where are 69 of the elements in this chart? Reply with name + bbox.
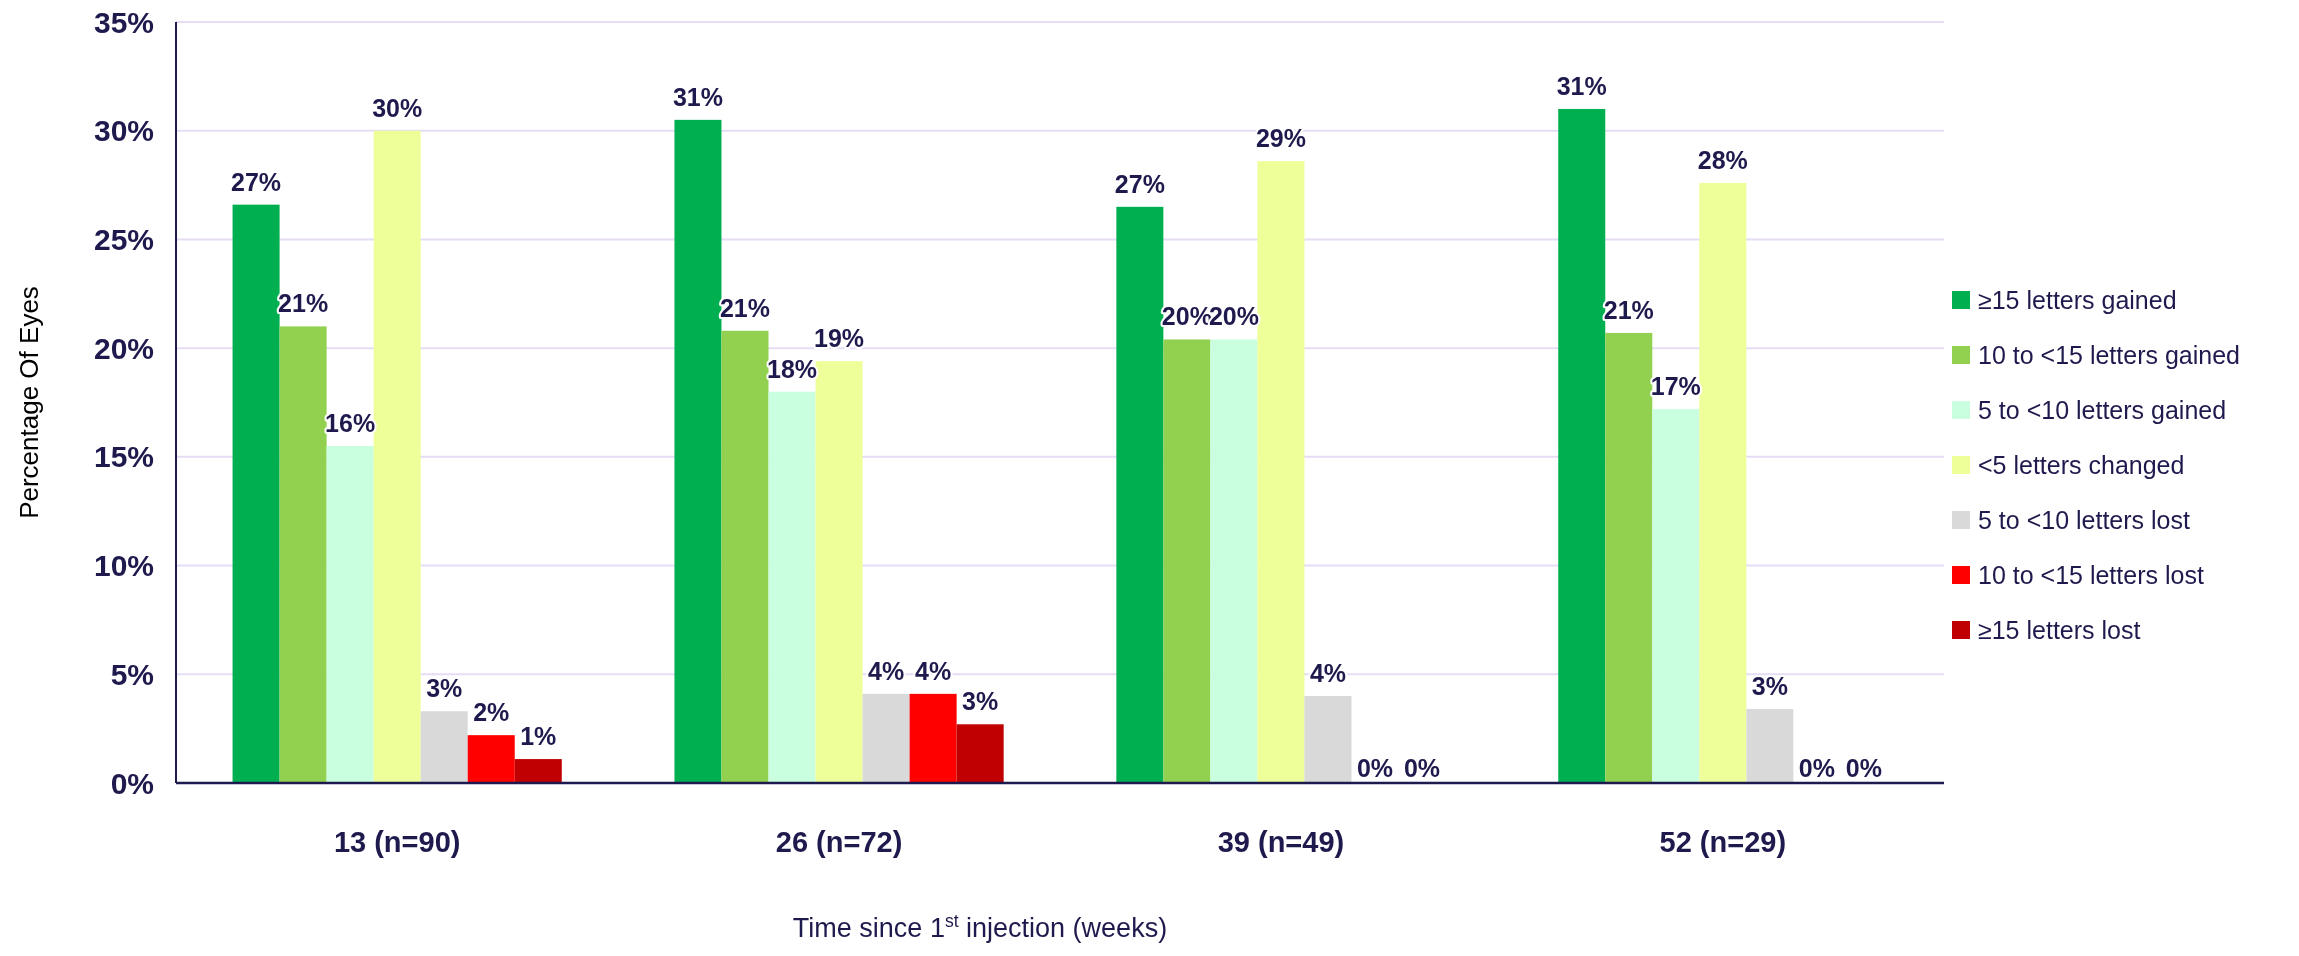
data-label: 3% [426, 674, 463, 703]
legend-label: <5 letters changed [1978, 450, 2185, 479]
data-label: 4% [915, 656, 952, 685]
data-label: 16% [325, 408, 376, 437]
legend-label: ≥15 letters gained [1978, 285, 2177, 314]
bar [862, 693, 910, 783]
legend-label: ≥15 letters lost [1978, 615, 2141, 644]
data-label: 18% [767, 354, 818, 383]
data-label: 31% [1556, 71, 1607, 100]
bar [326, 445, 374, 783]
x-tick-label: 39 (n=49) [1217, 826, 1345, 858]
y-tick-label: 20% [93, 331, 154, 365]
bar [1210, 339, 1258, 783]
data-label: 1% [520, 722, 557, 751]
data-label: 0% [1356, 754, 1394, 782]
data-label: 17% [1650, 372, 1701, 401]
data-label: 28% [1697, 145, 1748, 174]
bar [514, 759, 562, 783]
x-tick-label: 26 (n=72) [775, 826, 903, 858]
bar [956, 724, 1004, 783]
bar [1746, 709, 1794, 783]
x-tick-label: 13 (n=90) [333, 826, 461, 858]
bar [909, 693, 957, 783]
data-label: 29% [1255, 124, 1306, 153]
data-label: 30% [372, 93, 423, 122]
bar [721, 330, 769, 783]
bar [674, 119, 722, 783]
bar [1304, 696, 1352, 783]
bar [1558, 108, 1606, 783]
bar [373, 130, 421, 783]
data-label: 3% [1751, 672, 1788, 701]
bar [1652, 409, 1700, 783]
data-label: 4% [868, 656, 905, 685]
data-label: 0% [1403, 754, 1441, 782]
y-tick-label: 15% [93, 440, 154, 474]
bar [1699, 182, 1747, 783]
bar [815, 361, 863, 783]
bar [467, 735, 515, 783]
bar [420, 711, 468, 783]
bar [1116, 206, 1164, 783]
y-tick-label: 10% [93, 549, 154, 583]
bar [1163, 339, 1211, 783]
y-tick-label: 0% [110, 766, 154, 800]
data-label: 27% [231, 167, 282, 196]
data-label: 21% [719, 293, 771, 322]
bar [768, 391, 816, 783]
y-tick-label: 35% [93, 5, 154, 39]
data-label: 2% [473, 698, 510, 727]
legend-label: 10 to <15 letters gained [1978, 340, 2240, 369]
data-label: 27% [1114, 169, 1165, 198]
legend-label: 10 to <15 letters lost [1978, 560, 2204, 589]
legend-label: 5 to <10 letters gained [1978, 395, 2227, 424]
y-tick-label: 5% [110, 657, 154, 691]
bar [279, 326, 327, 783]
data-label: 3% [962, 687, 999, 716]
bar [1257, 161, 1305, 783]
data-label: 4% [1309, 659, 1347, 688]
x-tick-label: 52 (n=29) [1659, 826, 1787, 858]
data-label: 0% [1845, 754, 1882, 782]
y-axis-title: Percentage Of Eyes [14, 286, 44, 519]
data-label: 31% [672, 82, 723, 111]
legend-label: 5 to <10 letters lost [1978, 505, 2190, 534]
x-axis-title: Time since 1$^{st}$ injection (weeks) [792, 911, 1168, 943]
data-label: 19% [814, 324, 865, 353]
data-label: 0% [1798, 754, 1835, 782]
bar [232, 204, 280, 783]
bar [1605, 332, 1653, 783]
y-tick-label: 30% [93, 114, 154, 148]
y-tick-label: 25% [93, 222, 154, 256]
